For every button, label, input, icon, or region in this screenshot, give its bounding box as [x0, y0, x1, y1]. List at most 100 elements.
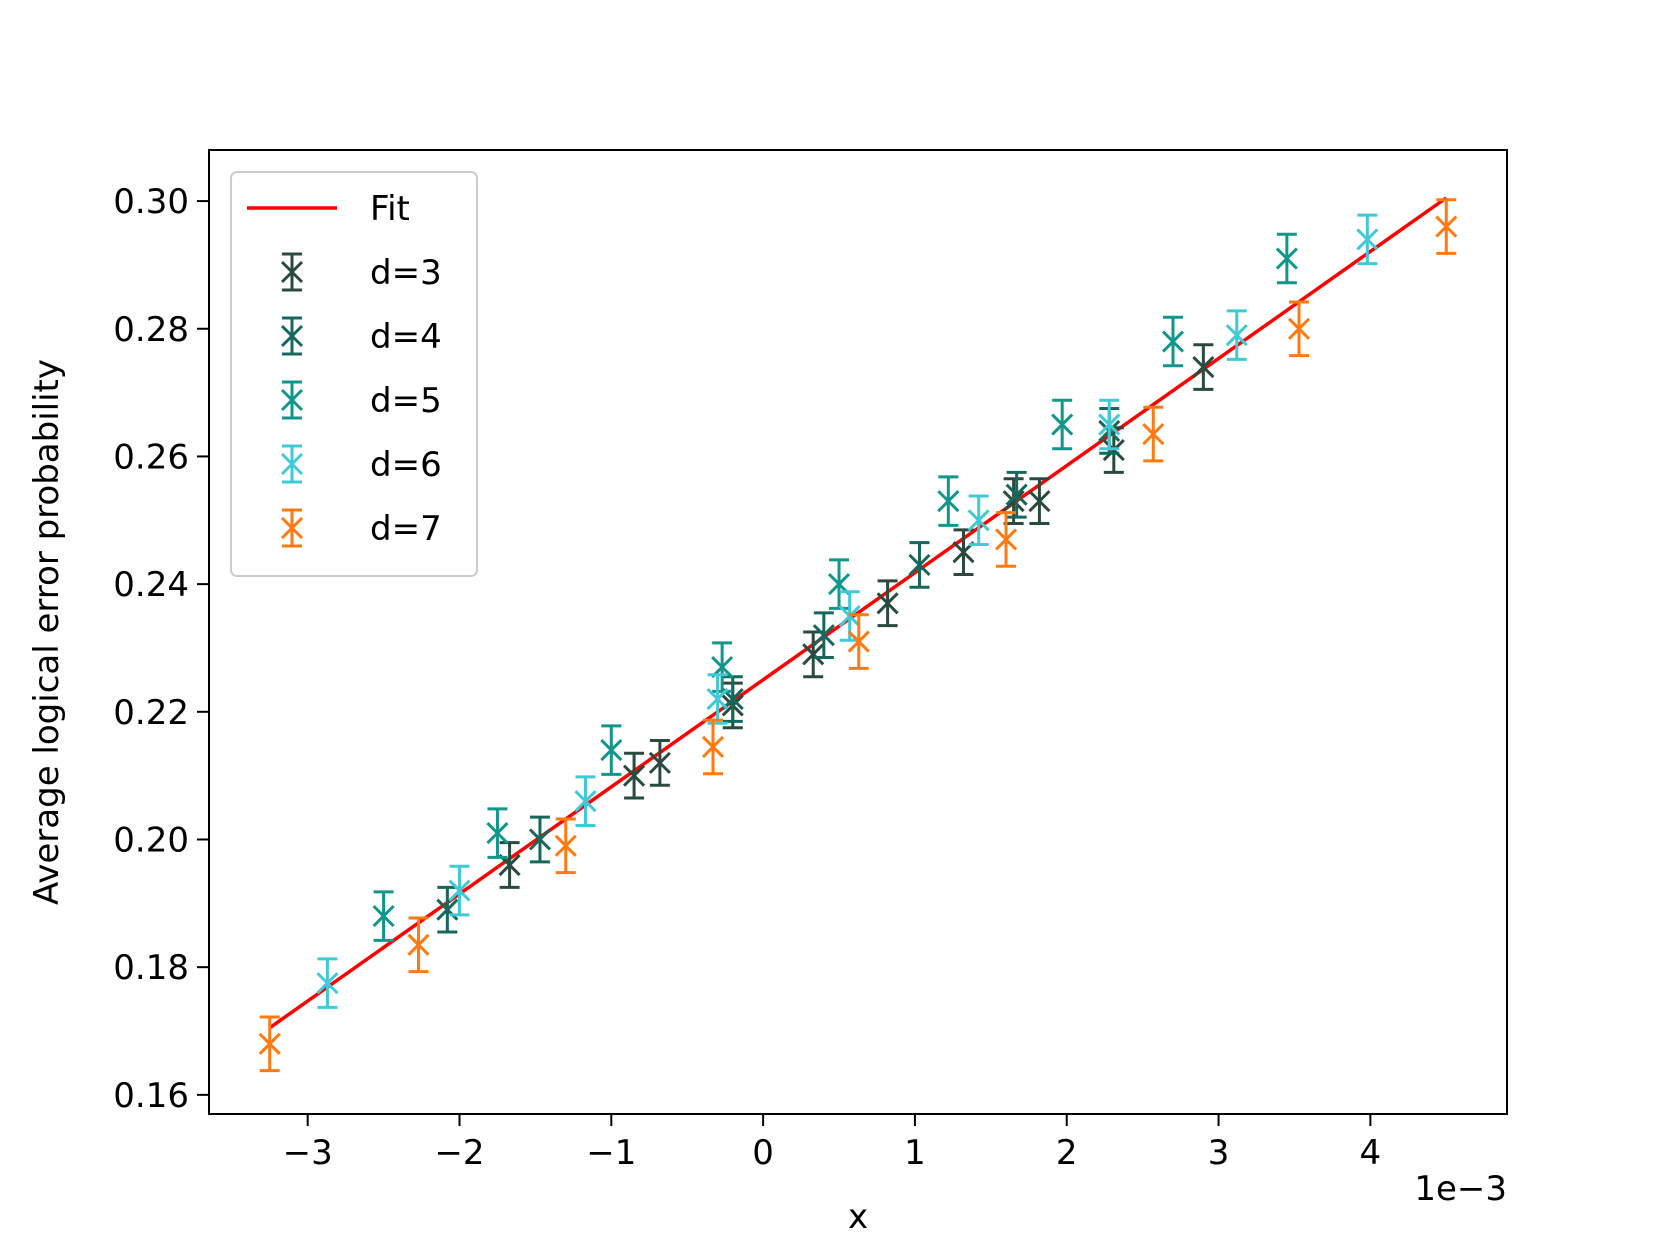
legend-label: d=6: [370, 445, 442, 485]
legend-swatch: [280, 252, 304, 292]
legend-swatch: [280, 380, 304, 420]
y-tick-label: 0.20: [113, 820, 189, 860]
x-tick-label: 1: [904, 1133, 926, 1173]
x-marker: [908, 553, 931, 577]
data-point: [574, 775, 597, 827]
x-marker: [648, 751, 671, 774]
x-marker: [1435, 215, 1458, 238]
data-point: [498, 841, 521, 889]
x-marker: [600, 739, 623, 762]
x-marker: [701, 735, 725, 758]
y-tick-label: 0.22: [113, 693, 189, 733]
x-marker: [280, 452, 304, 476]
data-point: [1356, 213, 1379, 266]
data-point: [1142, 405, 1165, 463]
x-axis-offset-label: 1e−3: [1414, 1169, 1507, 1209]
data-point: [1098, 398, 1121, 451]
x-marker: [1005, 483, 1028, 506]
data-point: [407, 916, 430, 974]
data-point: [1287, 300, 1311, 358]
x-marker: [486, 822, 509, 845]
data-point: [648, 739, 671, 787]
data-point: [994, 511, 1018, 568]
data-point: [258, 1015, 281, 1073]
x-marker: [528, 828, 552, 851]
data-point: [1225, 309, 1248, 361]
legend-label: d=3: [370, 253, 442, 293]
y-tick-label: 0.30: [113, 182, 189, 222]
legend-label: d=7: [370, 509, 442, 549]
x-tick-label: −3: [283, 1133, 333, 1173]
data-point: [967, 494, 990, 547]
x-marker: [280, 516, 304, 540]
x-tick-label: 4: [1360, 1133, 1382, 1173]
data-point: [372, 890, 395, 942]
x-tick-label: 3: [1208, 1133, 1230, 1173]
x-marker: [448, 879, 471, 902]
x-marker: [967, 509, 990, 532]
fit-line: [268, 196, 1448, 1030]
x-tick-label: −1: [586, 1133, 636, 1173]
x-marker: [937, 490, 960, 513]
legend-swatch: [280, 508, 304, 548]
x-tick-label: −2: [434, 1133, 484, 1173]
x-marker: [812, 624, 835, 647]
x-marker: [280, 388, 304, 412]
x-marker: [1225, 324, 1248, 347]
plot-frame: [208, 149, 1508, 1115]
x-marker: [994, 528, 1018, 551]
legend-swatch: [280, 444, 304, 484]
data-point: [448, 864, 471, 917]
x-marker: [280, 260, 304, 284]
x-marker: [316, 972, 339, 995]
x-marker: [436, 898, 459, 921]
data-layer: [258, 196, 1458, 1073]
x-marker: [554, 834, 577, 857]
data-point: [436, 885, 459, 934]
series-d-7: [258, 198, 1458, 1073]
x-marker: [1287, 317, 1311, 340]
x-marker: [1192, 355, 1215, 379]
x-marker: [498, 853, 521, 877]
x-marker: [574, 790, 597, 813]
y-tick-label: 0.26: [113, 437, 189, 477]
data-point: [1051, 398, 1074, 451]
x-axis-label: x: [848, 1197, 868, 1237]
x-marker: [827, 573, 851, 596]
data-point: [486, 807, 509, 859]
x-marker: [1142, 423, 1165, 446]
x-marker: [623, 764, 646, 787]
data-point: [1005, 470, 1028, 519]
data-point: [1435, 198, 1458, 255]
data-point: [802, 630, 825, 679]
data-point: [316, 957, 339, 1009]
data-point: [1275, 232, 1298, 285]
data-point: [937, 475, 960, 527]
x-marker: [1098, 413, 1121, 436]
data-point: [554, 817, 577, 875]
y-tick-label: 0.16: [113, 1076, 189, 1116]
x-marker: [706, 687, 729, 711]
y-tick-label: 0.18: [113, 948, 189, 988]
legend-label: Fit: [370, 189, 410, 229]
x-marker: [1051, 413, 1074, 436]
legend-label: d=4: [370, 317, 442, 357]
x-marker: [280, 324, 304, 348]
data-point: [528, 815, 552, 864]
x-tick-label: 2: [1056, 1133, 1078, 1173]
data-point: [1192, 343, 1215, 391]
data-point: [706, 673, 729, 725]
data-point: [876, 579, 899, 628]
axes-layer: −3 −2 −1 0 1 2 3 4 0.16 0.18 0.20 0.22 0.24 0.26 0.28 0…: [113, 182, 1381, 1173]
x-marker: [1161, 330, 1185, 353]
x-marker: [258, 1032, 281, 1055]
x-marker: [407, 933, 430, 956]
y-tick-label: 0.28: [113, 310, 189, 350]
x-marker: [847, 630, 870, 653]
data-point: [623, 751, 646, 800]
data-point: [1161, 315, 1185, 368]
series-d-5: [372, 232, 1298, 942]
x-marker: [1002, 490, 1025, 513]
y-tick-label: 0.24: [113, 565, 189, 605]
